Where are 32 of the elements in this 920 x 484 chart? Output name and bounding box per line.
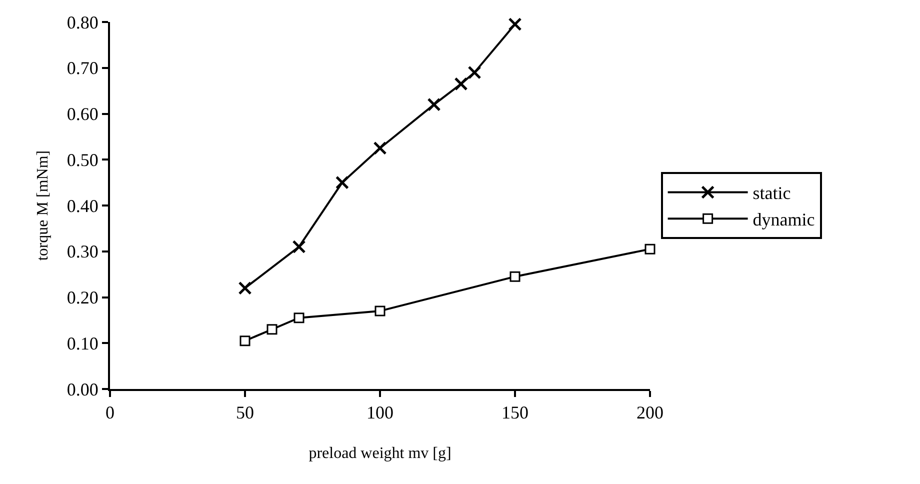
y-tick-label: 0.00	[66, 379, 98, 400]
x-tick-label: 200	[636, 402, 664, 423]
y-tick-label: 0.20	[66, 288, 98, 308]
point	[454, 77, 468, 91]
point	[510, 271, 520, 282]
y-tick-label: 0.50	[66, 150, 98, 170]
point	[238, 281, 252, 295]
x-tick-label: 0	[106, 402, 114, 423]
point	[468, 66, 482, 80]
x-tick-label: 100	[366, 402, 394, 423]
x-tick-label: 150	[502, 402, 528, 423]
point	[294, 312, 304, 324]
point	[373, 141, 387, 155]
point	[240, 336, 250, 346]
y-tick-label: 0.80	[66, 12, 98, 32]
y-axis-title: torque M [mNm]	[34, 150, 52, 261]
y-tick-label: 0.30	[66, 242, 98, 262]
point	[374, 306, 386, 316]
y-tick-label: 0.60	[66, 104, 98, 124]
point	[644, 244, 656, 254]
point	[508, 18, 522, 32]
point	[292, 240, 306, 254]
x-tick-label: 50	[236, 402, 254, 423]
x-axis-title: preload weight mv [g]	[308, 444, 452, 462]
legend-label: static	[752, 183, 791, 204]
legend-label: dynamic	[752, 210, 815, 230]
y-tick-label: 0.70	[66, 58, 98, 78]
point	[266, 324, 278, 335]
point	[427, 98, 441, 112]
point	[335, 176, 349, 190]
y-tick-label: 0.10	[66, 333, 98, 354]
y-tick-label: 0.40	[66, 196, 98, 216]
